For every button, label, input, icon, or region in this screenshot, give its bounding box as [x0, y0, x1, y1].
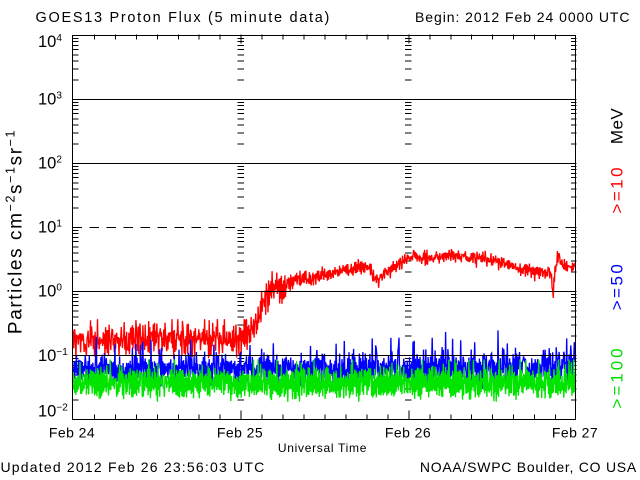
svg-text:103: 103 — [38, 90, 62, 108]
svg-text:Updated 2012 Feb 26 23:56:03 U: Updated 2012 Feb 26 23:56:03 UTC — [1, 459, 266, 475]
svg-text:Begin: 2012 Feb 24 0000 UTC: Begin: 2012 Feb 24 0000 UTC — [415, 9, 631, 25]
svg-text:102: 102 — [38, 154, 62, 172]
svg-text:GOES13 Proton Flux (5 minute d: GOES13 Proton Flux (5 minute data) — [36, 10, 332, 26]
svg-text:Feb 26: Feb 26 — [385, 425, 431, 441]
svg-text:101: 101 — [38, 218, 62, 236]
svg-text:>=50: >=50 — [607, 262, 626, 311]
svg-text:Feb 27: Feb 27 — [552, 425, 598, 441]
svg-text:>=100: >=100 — [607, 345, 626, 408]
svg-text:Universal Time: Universal Time — [278, 441, 367, 455]
svg-text:Feb 24: Feb 24 — [49, 425, 95, 441]
svg-text:100: 100 — [38, 282, 62, 300]
svg-text:Feb 25: Feb 25 — [217, 425, 263, 441]
svg-text:Particles cm−2s−1sr−1: Particles cm−2s−1sr−1 — [4, 129, 27, 334]
svg-text:>=10: >=10 — [607, 165, 626, 214]
svg-text:104: 104 — [38, 33, 62, 51]
svg-text:NOAA/SWPC Boulder, CO USA: NOAA/SWPC Boulder, CO USA — [420, 459, 637, 475]
svg-text:MeV: MeV — [607, 108, 626, 144]
